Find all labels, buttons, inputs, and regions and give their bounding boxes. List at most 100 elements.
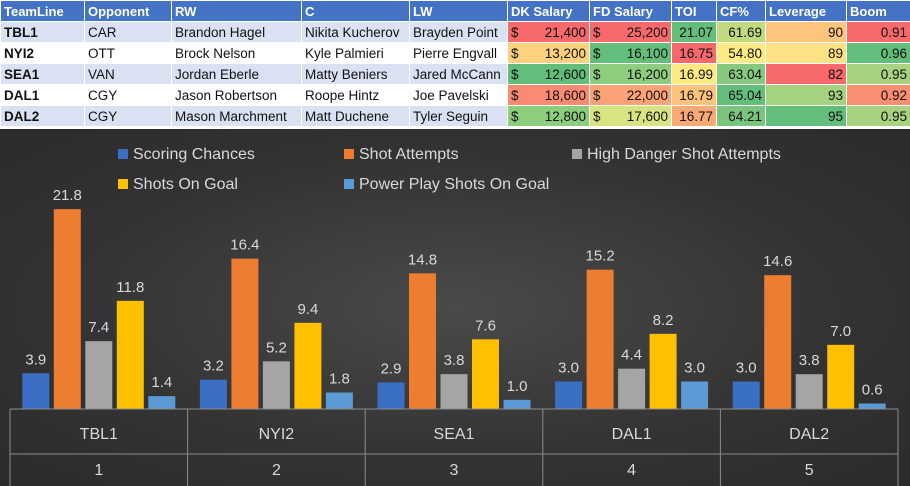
currency-symbol: $ — [511, 108, 519, 124]
leverage-cell: 95 — [765, 105, 847, 127]
salary-value: 16,200 — [626, 66, 668, 82]
legend-label: Shots On Goal — [133, 176, 238, 193]
salary-value: 12,600 — [544, 66, 586, 82]
currency-symbol: $ — [593, 66, 601, 82]
legend-label: Power Play Shots On Goal — [359, 176, 549, 193]
rw-cell: Brandon Hagel — [171, 21, 302, 43]
data-label: 3.8 — [444, 352, 465, 369]
table-row: SEA1 VAN Jordan Eberle Matty Beniers Jared M… — [0, 63, 910, 85]
data-label: 3.8 — [799, 352, 820, 369]
teamline-cell: DAL1 — [0, 84, 85, 106]
bar — [858, 403, 886, 409]
data-label: 14.8 — [408, 251, 437, 268]
bar — [618, 368, 646, 409]
column-header[interactable]: TOI — [671, 0, 717, 22]
bar — [795, 374, 823, 409]
column-header[interactable]: RW — [171, 0, 302, 22]
bar — [377, 382, 405, 409]
lw-cell: Pierre Engvall — [409, 42, 508, 64]
column-header[interactable]: TeamLine — [0, 0, 85, 22]
data-label: 21.8 — [53, 187, 82, 204]
c-cell: Kyle Palmieri — [301, 42, 410, 64]
data-label: 8.2 — [653, 312, 674, 329]
boom-cell: 0.92 — [846, 84, 910, 106]
table-row: NYI2 OTT Brock Nelson Kyle Palmieri Pierre E… — [0, 42, 910, 64]
dk-salary-cell: $18,600 — [507, 84, 590, 106]
salary-value: 12,800 — [544, 108, 586, 124]
c-cell: Nikita Kucherov — [301, 21, 410, 43]
toi-cell: 21.07 — [671, 21, 717, 43]
bar-chart: Scoring Chances Shot Attempts High Danger … — [0, 129, 910, 486]
boom-cell: 0.95 — [846, 63, 910, 85]
teamline-table: TeamLine Opponent RW C LW DK Salary FD Salary T… — [0, 0, 910, 127]
salary-value: 25,200 — [626, 24, 668, 40]
teamline-cell: NYI2 — [0, 42, 85, 64]
data-label: 1.4 — [151, 374, 172, 391]
salary-value: 18,600 — [544, 87, 586, 103]
opponent-cell: OTT — [84, 42, 172, 64]
currency-symbol: $ — [593, 108, 601, 124]
bar — [22, 373, 50, 409]
column-header[interactable]: Boom — [846, 0, 910, 22]
data-label: 7.6 — [475, 317, 496, 334]
toi-cell: 16.75 — [671, 42, 717, 64]
column-header[interactable]: Opponent — [84, 0, 172, 22]
leverage-cell: 93 — [765, 84, 847, 106]
legend-swatch — [572, 149, 582, 159]
data-label: 5.2 — [266, 339, 287, 356]
data-label: 3.2 — [203, 358, 224, 375]
data-label: 16.4 — [230, 237, 259, 254]
column-header[interactable]: CF% — [716, 0, 766, 22]
table-row: DAL1 CGY Jason Robertson Roope Hintz Joe Pav… — [0, 84, 910, 106]
column-header[interactable]: FD Salary — [589, 0, 672, 22]
cf-cell: 65.04 — [716, 84, 766, 106]
column-header[interactable]: DK Salary — [507, 0, 590, 22]
data-label: 3.9 — [25, 351, 46, 368]
currency-symbol: $ — [511, 87, 519, 103]
salary-value: 16,100 — [626, 45, 668, 61]
category-index-label: 2 — [272, 462, 281, 479]
data-label: 0.6 — [862, 382, 883, 399]
dk-salary-cell: $21,400 — [507, 21, 590, 43]
opponent-cell: VAN — [84, 63, 172, 85]
column-header[interactable]: C — [301, 0, 410, 22]
column-header[interactable]: LW — [409, 0, 508, 22]
bar — [827, 344, 855, 409]
teamline-cell: DAL2 — [0, 105, 85, 127]
toi-cell: 16.79 — [671, 84, 717, 106]
data-label: 1.8 — [329, 371, 350, 388]
legend-label: Scoring Chances — [133, 146, 255, 163]
c-cell: Roope Hintz — [301, 84, 410, 106]
data-label: 14.6 — [763, 253, 792, 270]
currency-symbol: $ — [511, 66, 519, 82]
data-label: 7.4 — [88, 319, 109, 336]
boom-cell: 0.91 — [846, 21, 910, 43]
category-label: NYI2 — [259, 426, 295, 443]
fd-salary-cell: $22,000 — [589, 84, 672, 106]
leverage-cell: 90 — [765, 21, 847, 43]
legend-swatch — [118, 179, 128, 189]
category-index-label: 5 — [805, 462, 814, 479]
data-label: 11.8 — [116, 279, 144, 296]
dk-salary-cell: $13,200 — [507, 42, 590, 64]
salary-value: 21,400 — [544, 24, 586, 40]
bar — [116, 300, 144, 409]
category-index-label: 4 — [627, 462, 636, 479]
currency-symbol: $ — [593, 87, 601, 103]
column-header[interactable]: Leverage — [765, 0, 847, 22]
data-label: 3.0 — [736, 360, 757, 377]
category-index-label: 1 — [94, 462, 103, 479]
category-index-label: 3 — [450, 462, 459, 479]
teamline-cell: SEA1 — [0, 63, 85, 85]
opponent-cell: CAR — [84, 21, 172, 43]
teamline-cell: TBL1 — [0, 21, 85, 43]
bar — [732, 381, 760, 409]
bar — [764, 275, 792, 409]
cf-cell: 54.80 — [716, 42, 766, 64]
bar — [231, 258, 259, 409]
salary-value: 17,600 — [626, 108, 668, 124]
bar — [148, 396, 176, 409]
data-label: 7.0 — [830, 323, 851, 340]
bar — [503, 399, 531, 409]
opponent-cell: CGY — [84, 84, 172, 106]
